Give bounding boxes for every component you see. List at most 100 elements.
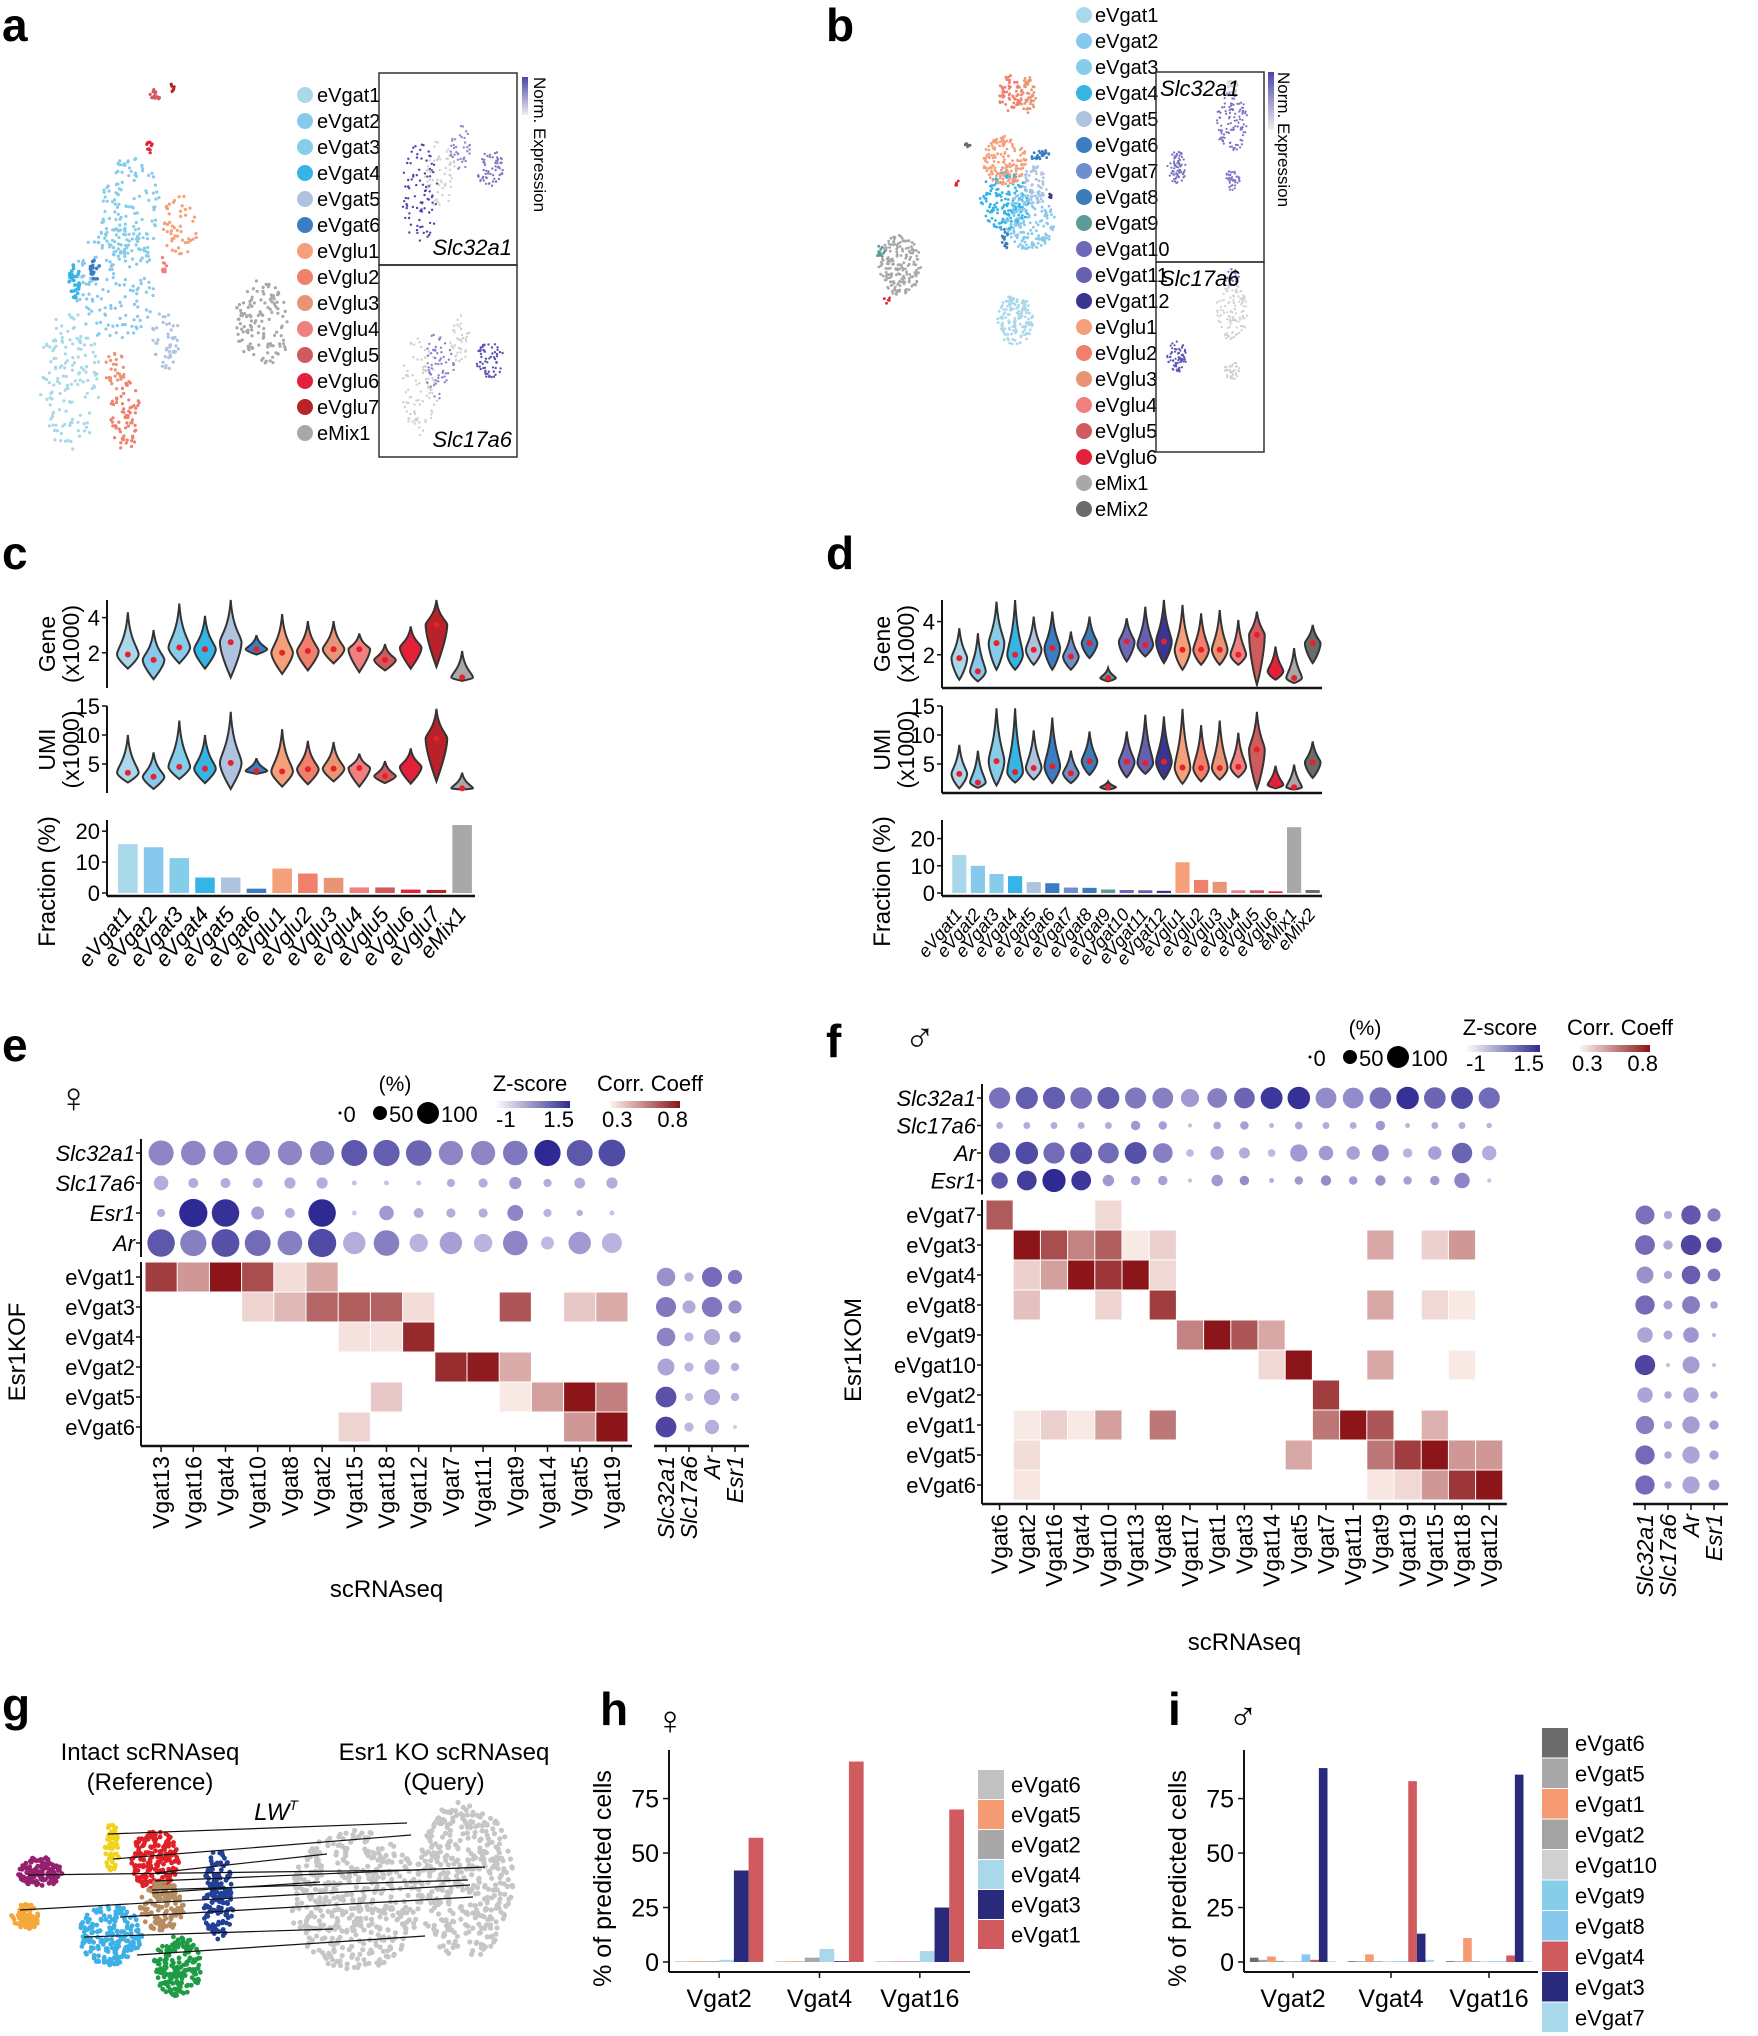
cell-point xyxy=(70,368,74,372)
heatmap-cell xyxy=(370,1322,403,1352)
cell-point xyxy=(1047,152,1051,156)
size-legend-title: (%) xyxy=(379,1073,412,1096)
median-point xyxy=(304,648,311,655)
cluster-eVgat8 xyxy=(1000,228,1009,250)
cell-point xyxy=(1009,299,1012,303)
cell-point xyxy=(407,401,410,405)
cell-point xyxy=(1219,137,1222,140)
legend-label: eMix1 xyxy=(317,423,370,445)
violin-eVglu1 xyxy=(270,614,294,676)
cell-point xyxy=(1225,131,1228,134)
cell-point xyxy=(984,214,988,218)
cell-point xyxy=(1018,322,1022,326)
heatmap-cell xyxy=(1421,1290,1448,1320)
expression-dot xyxy=(1348,1176,1358,1185)
heatmap-cell xyxy=(1285,1440,1312,1470)
cell-point xyxy=(153,352,157,356)
cell-point xyxy=(886,262,889,266)
cell-point xyxy=(136,1940,142,1946)
cell-point xyxy=(75,299,79,303)
cell-point xyxy=(990,171,994,174)
side-expression-dot xyxy=(732,1424,738,1430)
cell-point xyxy=(177,195,181,199)
median-point xyxy=(1049,645,1056,652)
cell-point xyxy=(261,285,265,289)
cell-point xyxy=(297,1919,303,1925)
cluster-eVglu6-b xyxy=(882,296,891,305)
cell-point xyxy=(1223,102,1226,105)
expression-dot xyxy=(1071,1170,1092,1191)
cell-point xyxy=(130,418,134,422)
cell-point xyxy=(128,381,132,385)
cell-point xyxy=(142,248,146,252)
violin-eVgat1 xyxy=(116,734,140,784)
cell-point xyxy=(89,343,93,347)
cell-point xyxy=(1027,317,1030,321)
bar-eVglu6 xyxy=(400,889,421,893)
legend-item: eVglu3 xyxy=(1076,369,1157,391)
legend-label: eVgat1 xyxy=(317,85,380,107)
cell-point xyxy=(145,260,149,264)
cell-point xyxy=(1228,141,1232,144)
cell-point xyxy=(105,1949,111,1954)
cell-point xyxy=(1029,100,1033,104)
legend-item: eVgat3 xyxy=(297,137,380,159)
query-title: Esr1 KO scRNAseq xyxy=(339,1739,550,1766)
cell-point xyxy=(1012,105,1016,109)
cell-point xyxy=(1008,175,1011,179)
cell-point xyxy=(1044,211,1048,215)
cell-point xyxy=(146,315,150,319)
cell-point xyxy=(137,194,142,198)
bar-eVgat1 xyxy=(118,844,138,893)
cell-point xyxy=(1222,292,1225,296)
cell-point xyxy=(246,331,250,335)
cell-point xyxy=(116,1954,122,1960)
cell-point xyxy=(427,366,430,369)
cell-point xyxy=(418,179,422,182)
cell-point xyxy=(1233,361,1236,365)
cell-point xyxy=(966,145,969,149)
cell-point xyxy=(1031,103,1035,107)
cell-point xyxy=(72,295,76,299)
cell-point xyxy=(895,254,899,258)
cell-point xyxy=(464,350,467,353)
cell-point xyxy=(102,1938,108,1944)
cell-point xyxy=(1017,183,1020,187)
cell-point xyxy=(139,278,143,282)
cell-point xyxy=(169,355,173,359)
expression-dot xyxy=(1152,1087,1174,1109)
cell-point xyxy=(1018,148,1022,152)
cell-point xyxy=(38,1858,43,1864)
cell-point xyxy=(885,301,888,305)
side-expression-dot xyxy=(728,1300,742,1314)
cell-point xyxy=(1175,348,1178,351)
expression-dot xyxy=(1346,1146,1360,1160)
cell-point xyxy=(447,199,450,203)
cell-point xyxy=(117,202,121,206)
cell-point xyxy=(889,236,893,240)
cell-point xyxy=(1013,240,1017,244)
cell-point xyxy=(989,184,992,188)
cell-point xyxy=(995,201,999,205)
cell-point xyxy=(1183,348,1187,351)
cell-point xyxy=(51,339,56,343)
cluster-eVgat5 xyxy=(151,312,180,370)
cell-point xyxy=(1223,96,1226,100)
cell-point xyxy=(124,426,128,430)
cluster-eVglu4 xyxy=(160,256,169,274)
female-symbol: ♀ xyxy=(58,1074,90,1121)
side-expression-dot xyxy=(1680,1234,1702,1256)
expression-dot xyxy=(1320,1175,1332,1186)
cell-point xyxy=(110,382,114,386)
cluster-eVglu5 xyxy=(148,88,161,101)
expression-dot xyxy=(1187,1123,1193,1128)
cell-point xyxy=(103,236,107,240)
cell-point xyxy=(1175,152,1178,155)
cell-point xyxy=(50,1866,55,1872)
column-label: Vgat9 xyxy=(1367,1514,1393,1574)
column-label: Vgat5 xyxy=(567,1456,593,1516)
cell-point xyxy=(1006,171,1010,175)
side-expression-dot xyxy=(1682,1476,1700,1494)
legend-label: eVgat6 xyxy=(317,215,380,237)
cell-point xyxy=(133,211,137,215)
